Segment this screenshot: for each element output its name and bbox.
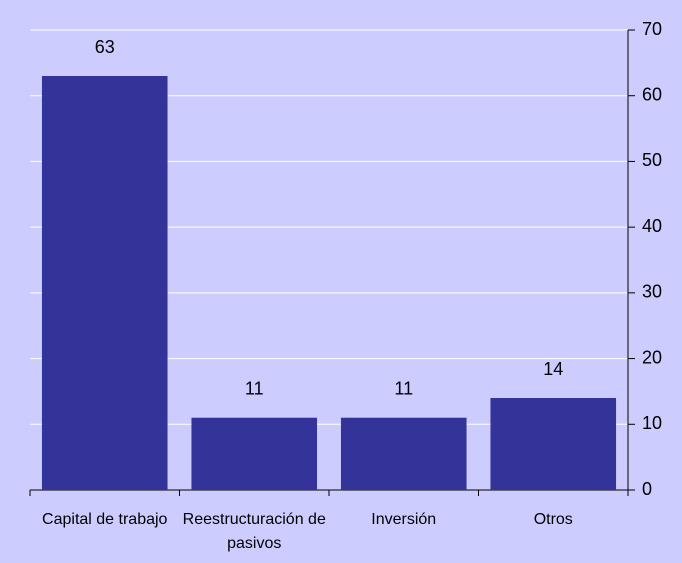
value-label: 63 (95, 37, 115, 57)
bar (191, 417, 318, 490)
y-tick-label: 10 (642, 413, 662, 433)
bar (41, 76, 168, 490)
x-tick-label: Reestructuración de pasivos (182, 511, 326, 552)
bar (340, 417, 467, 490)
bar (490, 398, 617, 490)
x-tick-label: Capital de trabajo (42, 511, 168, 528)
y-tick-label: 20 (642, 347, 662, 367)
y-tick-label: 0 (642, 479, 652, 499)
value-label: 11 (245, 378, 264, 398)
value-label: 11 (394, 378, 413, 398)
value-label: 14 (543, 359, 563, 379)
y-tick-label: 50 (642, 150, 662, 170)
y-tick-label: 60 (642, 84, 662, 104)
y-tick-label: 70 (642, 19, 662, 39)
y-tick-label: 30 (642, 282, 662, 302)
x-tick-label: Otros (533, 511, 573, 528)
y-tick-label: 40 (642, 216, 662, 236)
x-tick-label: Inversión (371, 511, 437, 528)
